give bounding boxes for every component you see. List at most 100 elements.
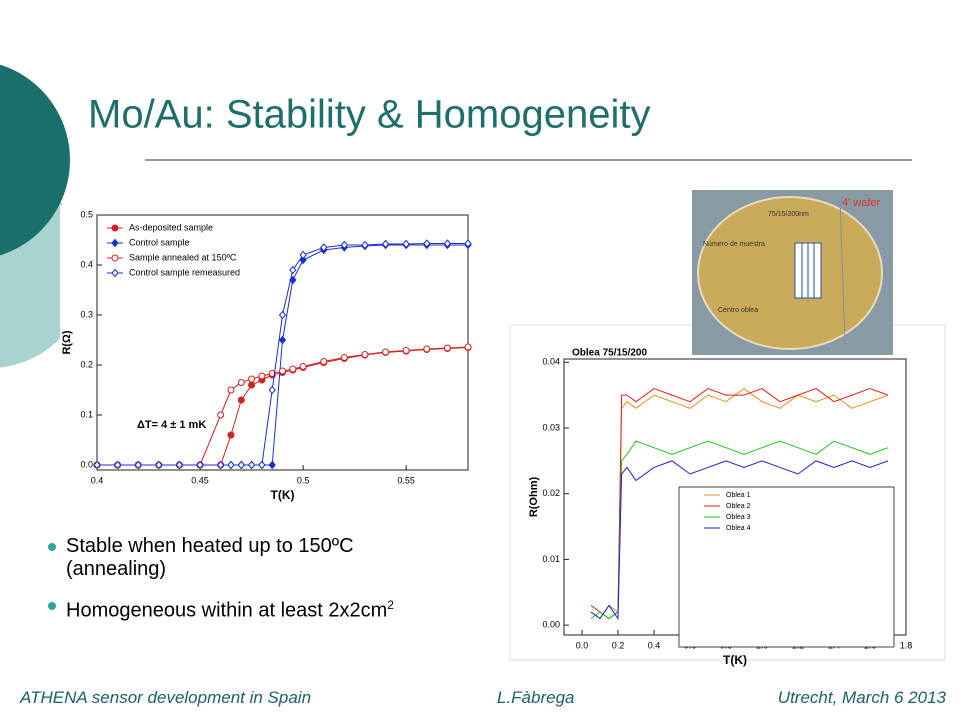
marker — [381, 239, 390, 249]
marker — [237, 379, 245, 386]
legend-marker — [111, 254, 119, 262]
legend-label: Sample annealed at 150ºC — [129, 252, 237, 262]
chart-panel — [60, 205, 472, 492]
series-line — [590, 460, 889, 621]
y-tick-label: 0.5 — [80, 209, 93, 219]
superscript: 2 — [387, 598, 394, 612]
bullet-text: Homogeneous within at least 2x2cm — [66, 599, 388, 622]
marker — [464, 343, 472, 351]
marker — [268, 385, 276, 395]
y-tick-label: 0.02 — [542, 488, 560, 498]
marker — [248, 375, 256, 383]
plot-frame — [96, 214, 469, 471]
legend-marker — [111, 224, 119, 232]
footer-right: Utrecht, March 6 2013 — [777, 688, 946, 707]
scribe-line — [839, 197, 846, 346]
marker — [93, 460, 101, 470]
bullet-text: Stable when heated up to 150ºC (annealin… — [66, 535, 354, 580]
legend-marker — [111, 238, 119, 248]
marker — [423, 345, 431, 353]
bullet: Stable when heated up to 150ºC (annealin… — [48, 535, 426, 581]
x-tick-label: 0.0 — [576, 640, 589, 650]
legend-label: Oblea 3 — [726, 514, 751, 521]
marker — [402, 239, 410, 249]
marker — [443, 344, 451, 352]
marker — [382, 348, 390, 356]
photo-caption: 4' wafer — [842, 197, 881, 209]
marker — [320, 358, 328, 365]
charts: 0.4 0.45 0.5 0.550.00.10.20.30.40.5T(K)R(Ω)… — [61, 209, 912, 667]
x-tick-label: 0.4 — [648, 640, 661, 650]
marker — [340, 240, 348, 250]
x-tick-label: 0.55 — [397, 475, 415, 485]
marker — [217, 460, 225, 470]
marker — [258, 372, 266, 380]
marker — [227, 431, 235, 439]
marker — [134, 460, 142, 470]
marker — [237, 460, 245, 470]
y-tick-label: 0.2 — [80, 359, 93, 369]
marker — [279, 367, 286, 375]
marker — [247, 460, 256, 470]
marker — [320, 243, 328, 252]
y-tick-label: 0.4 — [80, 259, 93, 269]
marker — [278, 335, 287, 345]
series-line — [590, 388, 889, 620]
marker — [340, 354, 348, 361]
marker — [155, 460, 163, 470]
marker — [464, 239, 472, 248]
marker — [402, 347, 410, 354]
photo-label: 75/15/200nm — [768, 211, 809, 218]
marker — [196, 460, 204, 470]
deco-circle — [0, 64, 70, 256]
x-axis-label: T(K) — [723, 653, 747, 667]
wafer — [697, 196, 883, 350]
y-tick-label: 0.3 — [80, 309, 93, 319]
marker — [258, 460, 266, 470]
legend-label: As-deposited sample — [129, 222, 213, 232]
y-tick-label: 0.00 — [542, 620, 560, 630]
marker — [299, 255, 307, 265]
y-tick-label: 0.0 — [80, 459, 93, 469]
y-axis-label: R(Ω) — [61, 330, 73, 354]
marker — [113, 460, 122, 470]
x-axis-label: T(K) — [271, 488, 295, 502]
x-tick-label: 0.5 — [297, 475, 310, 485]
marker — [423, 239, 431, 248]
marker — [299, 250, 307, 260]
marker — [217, 411, 225, 419]
x-tick-label: 0.4 — [91, 475, 104, 485]
marker — [361, 351, 369, 358]
photo-label: Número de muestra — [703, 241, 765, 248]
marker — [175, 460, 184, 470]
legend-label: Control sample — [129, 237, 190, 247]
marker — [248, 381, 256, 389]
x-tick-label: 1.8 — [900, 640, 913, 650]
marker — [227, 460, 235, 470]
y-axis-label: R(Ohm) — [528, 477, 540, 518]
legend-label: Oblea 4 — [726, 525, 751, 532]
marker — [443, 239, 452, 248]
marker — [237, 396, 245, 404]
bullet: Homogeneous within at least 2x2cm2 — [48, 594, 426, 623]
y-tick-label: 0.04 — [542, 357, 560, 367]
photo-label: Centro oblea — [718, 307, 758, 314]
legend-label: Oblea 2 — [726, 503, 751, 510]
footer-left: ATHENA sensor development in Spain — [20, 688, 312, 707]
marker — [278, 310, 287, 320]
photo: 4' wafer 75/15/200nm Número de muestra C… — [692, 190, 893, 355]
y-tick-label: 0.1 — [80, 409, 93, 419]
slide-title: Mo/Au: Stability & Homogeneity — [88, 93, 650, 137]
marker — [289, 265, 297, 275]
marker — [299, 363, 307, 370]
marker — [289, 365, 297, 373]
y-tick-label: 0.01 — [542, 554, 560, 564]
x-tick-label: 0.45 — [191, 475, 209, 485]
inset-frame — [678, 486, 895, 648]
marker — [268, 460, 276, 470]
legend-label: Oblea 1 — [726, 492, 751, 499]
legend-marker — [111, 268, 119, 278]
marker — [268, 370, 276, 377]
